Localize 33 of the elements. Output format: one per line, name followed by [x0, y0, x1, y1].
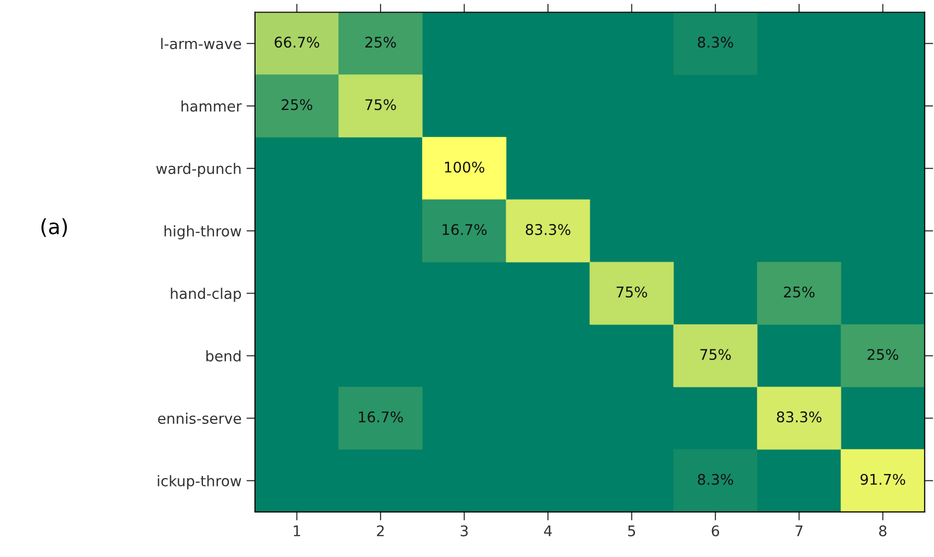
- data-label: 16.7%: [358, 411, 403, 422]
- data-label: 91.7%: [860, 474, 906, 485]
- data-label: 8.3%: [698, 36, 734, 48]
- data-label: 8.3%: [698, 474, 734, 485]
- data-label: 75%: [366, 99, 396, 110]
- x-tick-label: 8: [879, 525, 886, 536]
- y-tick-label: ennis-serve: [158, 412, 242, 424]
- y-tick-label: ward-punch: [156, 162, 241, 177]
- x-tick-label: 4: [544, 526, 552, 536]
- y-tick-label: ickup-throw: [158, 475, 242, 490]
- data-label: 25%: [868, 348, 898, 360]
- x-tick-label: 1: [294, 526, 300, 536]
- data-label: 83.3%: [776, 411, 822, 422]
- x-tick-label: 7: [796, 526, 802, 536]
- data-label: 100%: [445, 162, 484, 173]
- y-tick-label: l-arm-wave: [161, 38, 242, 50]
- y-tick-label: high-throw: [164, 225, 242, 240]
- y-tick-label: bend: [206, 350, 240, 362]
- data-label: 66.7%: [274, 36, 320, 48]
- data-label: 25%: [784, 286, 814, 298]
- x-tick-label: 6: [712, 525, 720, 536]
- data-label: 25%: [282, 99, 312, 110]
- data-label: 83.3%: [526, 224, 570, 236]
- y-tick-label: hand-clap: [170, 288, 241, 302]
- data-label: 75%: [700, 348, 731, 360]
- data-label: 75%: [616, 286, 648, 298]
- data-label: 25%: [365, 36, 396, 48]
- x-tick-label: 2: [376, 525, 384, 536]
- y-tick-label: hammer: [182, 100, 242, 112]
- x-tick-label: 5: [628, 526, 636, 536]
- text: (a): [41, 218, 67, 237]
- x-tick-label: 3: [460, 525, 468, 536]
- data-label: 16.7%: [442, 224, 487, 236]
